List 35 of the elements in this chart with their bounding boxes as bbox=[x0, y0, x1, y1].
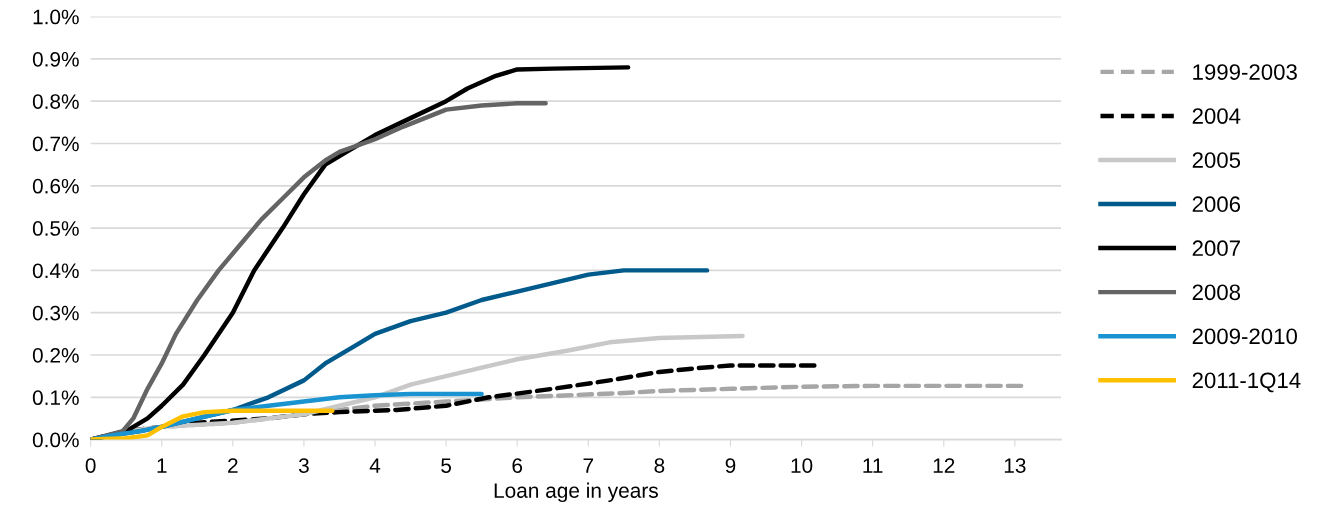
x-tick-label: 7 bbox=[583, 458, 594, 473]
x-tick-label: 12 bbox=[933, 458, 955, 473]
x-tick-label: 6 bbox=[512, 458, 523, 473]
y-tick-label: 0.1% bbox=[32, 390, 79, 406]
legend-label: 2006 bbox=[1192, 196, 1241, 213]
x-axis-title: Loan age in years bbox=[494, 482, 658, 503]
x-tick-label: 5 bbox=[441, 458, 452, 473]
y-tick-label: 0.5% bbox=[32, 221, 79, 236]
x-tick-label: 3 bbox=[298, 458, 309, 473]
legend-label: 1999-2003 bbox=[1193, 64, 1297, 80]
x-tick-label: 9 bbox=[725, 458, 736, 473]
x-tick-label: 4 bbox=[369, 458, 381, 473]
y-tick-label: 0.4% bbox=[32, 263, 79, 279]
x-tick-label: 0 bbox=[85, 458, 96, 473]
x-tick-label: 8 bbox=[654, 458, 665, 473]
y-tick-label: 0.2% bbox=[32, 348, 79, 363]
line-series bbox=[90, 408, 335, 440]
y-tick-label: 0.3% bbox=[32, 305, 79, 321]
y-tick-label: 0.9% bbox=[32, 51, 79, 67]
legend-label: 2011-1Q14 bbox=[1192, 372, 1301, 393]
y-tick-label: 1.0% bbox=[33, 9, 79, 25]
x-tick-label: 13 bbox=[1004, 458, 1026, 473]
legend-label: 2009-2010 bbox=[1192, 328, 1297, 345]
legend-label: 2004 bbox=[1192, 108, 1241, 124]
legend-label: 2007 bbox=[1192, 240, 1240, 257]
legend-label: 2005 bbox=[1192, 152, 1241, 168]
x-tick-label: 11 bbox=[863, 458, 883, 473]
x-tick-label: 1 bbox=[157, 458, 167, 473]
y-tick-label: 0.6% bbox=[32, 178, 79, 194]
legend-label: 2008 bbox=[1192, 284, 1241, 301]
x-tick-label: 2 bbox=[228, 458, 238, 473]
y-tick-label: 0.8% bbox=[32, 94, 79, 109]
y-tick-label: 0.0% bbox=[32, 432, 79, 448]
y-tick-label: 0.7% bbox=[32, 136, 79, 152]
x-tick-label: 10 bbox=[791, 458, 813, 473]
